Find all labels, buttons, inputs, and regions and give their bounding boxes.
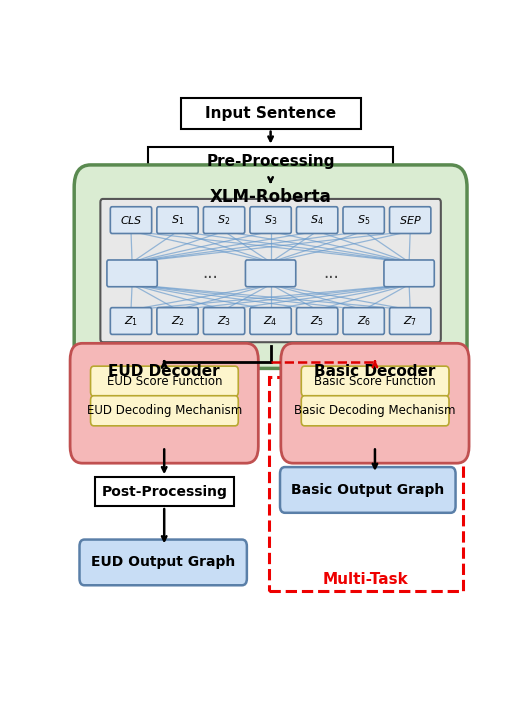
Text: $\mathit{CLS}$: $\mathit{CLS}$ xyxy=(120,214,143,226)
FancyBboxPatch shape xyxy=(296,308,338,334)
Text: $\mathit{S}_{5}$: $\mathit{S}_{5}$ xyxy=(357,213,370,227)
Text: XLM-Roberta: XLM-Roberta xyxy=(210,188,332,206)
Text: Pre-Processing: Pre-Processing xyxy=(206,154,335,169)
Text: Post-Processing: Post-Processing xyxy=(101,484,227,499)
FancyBboxPatch shape xyxy=(250,207,291,234)
Text: $\mathit{Z}_{6}$: $\mathit{Z}_{6}$ xyxy=(356,314,371,328)
Text: EUD Decoding Mechanism: EUD Decoding Mechanism xyxy=(87,404,242,417)
Text: $\mathit{S}_{4}$: $\mathit{S}_{4}$ xyxy=(310,213,324,227)
Text: Multi-Task: Multi-Task xyxy=(323,572,409,586)
Text: $\mathit{Z}_{5}$: $\mathit{Z}_{5}$ xyxy=(310,314,324,328)
FancyBboxPatch shape xyxy=(280,467,456,513)
Text: $\mathit{SEP}$: $\mathit{SEP}$ xyxy=(399,214,421,226)
FancyBboxPatch shape xyxy=(301,366,449,396)
Text: Basic Score Function: Basic Score Function xyxy=(314,375,436,388)
Text: Basic Decoding Mechanism: Basic Decoding Mechanism xyxy=(295,404,456,417)
Bar xyxy=(95,477,234,506)
Text: EUD Decoder: EUD Decoder xyxy=(108,363,220,379)
FancyBboxPatch shape xyxy=(203,207,245,234)
FancyBboxPatch shape xyxy=(250,308,291,334)
FancyBboxPatch shape xyxy=(343,308,384,334)
FancyBboxPatch shape xyxy=(281,343,469,463)
Text: $\mathit{Z}_{1}$: $\mathit{Z}_{1}$ xyxy=(124,314,138,328)
Text: Basic Output Graph: Basic Output Graph xyxy=(291,483,445,497)
Bar xyxy=(269,376,463,592)
FancyBboxPatch shape xyxy=(157,308,198,334)
Text: ...: ... xyxy=(323,264,339,282)
FancyBboxPatch shape xyxy=(74,165,467,369)
Text: $\mathit{S}_{3}$: $\mathit{S}_{3}$ xyxy=(264,213,277,227)
FancyBboxPatch shape xyxy=(203,308,245,334)
FancyBboxPatch shape xyxy=(157,207,198,234)
Text: EUD Output Graph: EUD Output Graph xyxy=(91,555,235,569)
Text: $\mathit{Z}_{2}$: $\mathit{Z}_{2}$ xyxy=(171,314,185,328)
FancyBboxPatch shape xyxy=(301,396,449,426)
FancyBboxPatch shape xyxy=(91,396,238,426)
Text: Input Sentence: Input Sentence xyxy=(205,106,336,121)
FancyBboxPatch shape xyxy=(107,260,157,287)
FancyBboxPatch shape xyxy=(343,207,384,234)
Text: $\mathit{S}_{2}$: $\mathit{S}_{2}$ xyxy=(218,213,231,227)
FancyBboxPatch shape xyxy=(110,207,152,234)
FancyBboxPatch shape xyxy=(390,207,431,234)
FancyBboxPatch shape xyxy=(296,207,338,234)
Text: ...: ... xyxy=(202,264,218,282)
Bar xyxy=(148,146,393,177)
Text: $\mathit{Z}_{4}$: $\mathit{Z}_{4}$ xyxy=(263,314,278,328)
FancyBboxPatch shape xyxy=(384,260,434,287)
Bar xyxy=(181,98,361,129)
Text: EUD Score Function: EUD Score Function xyxy=(107,375,222,388)
FancyBboxPatch shape xyxy=(70,343,258,463)
FancyBboxPatch shape xyxy=(246,260,296,287)
FancyBboxPatch shape xyxy=(110,308,152,334)
FancyBboxPatch shape xyxy=(80,539,247,585)
Text: $\mathit{Z}_{3}$: $\mathit{Z}_{3}$ xyxy=(217,314,231,328)
FancyBboxPatch shape xyxy=(91,366,238,396)
Text: $\mathit{Z}_{7}$: $\mathit{Z}_{7}$ xyxy=(403,314,417,328)
Text: Basic Decoder: Basic Decoder xyxy=(314,363,436,379)
FancyBboxPatch shape xyxy=(390,308,431,334)
Text: $\mathit{S}_{1}$: $\mathit{S}_{1}$ xyxy=(171,213,184,227)
FancyBboxPatch shape xyxy=(100,199,441,342)
